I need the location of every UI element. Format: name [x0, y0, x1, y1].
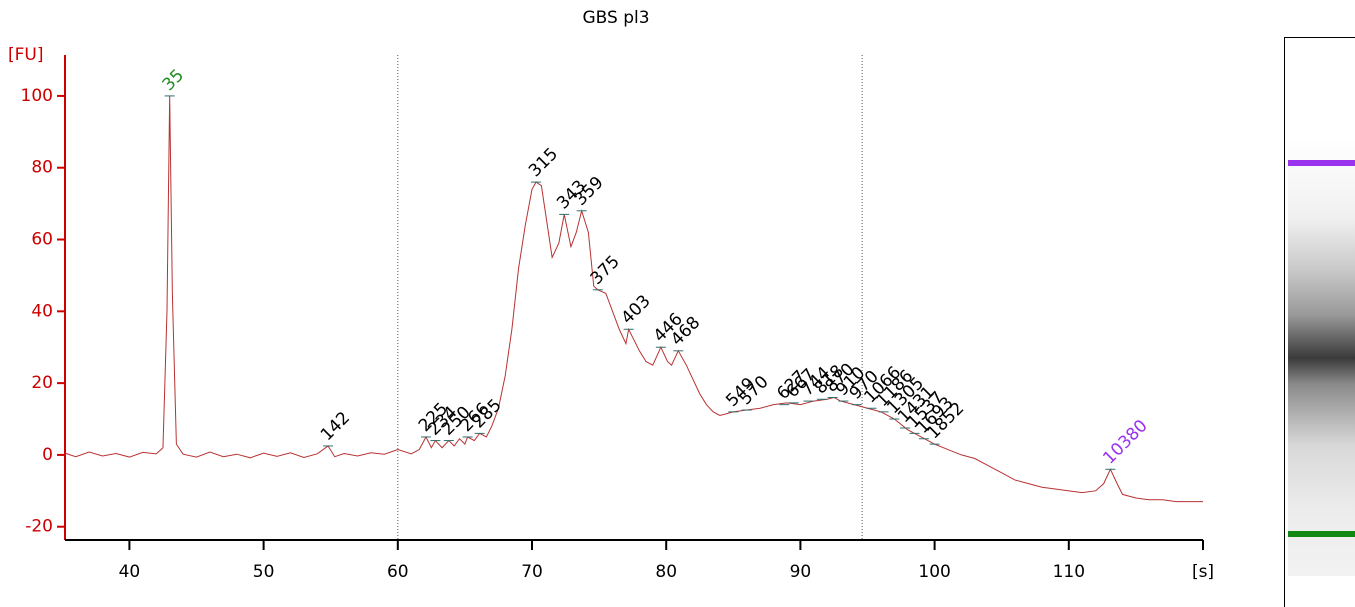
peak-label: 142	[317, 408, 354, 445]
y-tick-label: 20	[31, 373, 53, 393]
y-tick-label: 80	[31, 158, 53, 178]
y-axis-label: [FU]	[8, 45, 44, 65]
x-tick-label: 90	[790, 562, 812, 582]
y-tick-label: -20	[25, 517, 53, 537]
chart-title: GBS pl3	[582, 8, 649, 28]
peak-label: 35	[159, 66, 188, 95]
x-tick-label: 110	[1053, 562, 1085, 582]
x-tick-label: 70	[521, 562, 543, 582]
x-axis-label: [s]	[1192, 562, 1214, 582]
y-tick-label: 100	[21, 86, 53, 106]
gel-lane	[1284, 37, 1355, 607]
peak-label: 375	[587, 252, 624, 289]
peak-label: 10380	[1099, 416, 1151, 468]
lower-marker-band	[1288, 531, 1355, 537]
peak-label: 315	[525, 144, 562, 181]
x-tick-label: 80	[655, 562, 677, 582]
x-tick-label: 50	[253, 562, 275, 582]
x-tick-label: 100	[918, 562, 950, 582]
y-tick-label: 0	[42, 445, 53, 465]
gel-bands	[1288, 140, 1355, 576]
upper-marker-band	[1288, 160, 1355, 166]
y-tick-label: 40	[31, 301, 53, 321]
peak-label: 403	[618, 291, 655, 328]
trace	[64, 95, 1203, 503]
x-tick-label: 40	[119, 562, 141, 582]
x-tick-label: 60	[387, 562, 409, 582]
y-tick-label: 60	[31, 230, 53, 250]
